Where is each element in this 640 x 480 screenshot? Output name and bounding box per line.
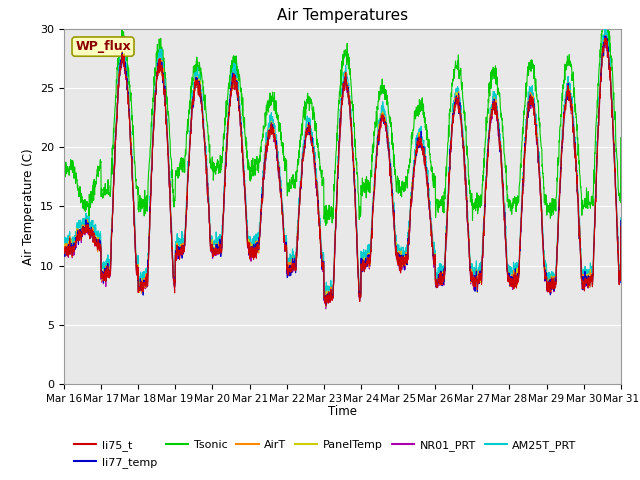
NR01_PRT (601, 35, 609, 40)
NR01_PRT (216, 250, 223, 256)
AirT (371, 179, 379, 184)
Line: AirT: AirT (64, 36, 621, 303)
Line: li77_temp: li77_temp (64, 36, 621, 306)
Tsonic (568, 68, 575, 73)
PanelTemp (568, 106, 575, 112)
li75_t (602, 36, 609, 41)
Tsonic (322, 223, 330, 228)
Tsonic (617, 134, 625, 140)
PanelTemp (617, 224, 625, 230)
Tsonic (504, 204, 512, 210)
li77_temp (216, 249, 223, 254)
li77_temp (60, 252, 68, 258)
AM25T_PRT (584, 269, 591, 275)
li75_t (60, 249, 68, 255)
NR01_PRT (322, 306, 330, 312)
li75_t (216, 247, 223, 253)
NR01_PRT (617, 226, 625, 231)
NR01_PRT (504, 272, 512, 277)
AM25T_PRT (321, 292, 328, 298)
li75_t (504, 274, 512, 279)
Tsonic (601, 8, 609, 13)
NR01_PRT (60, 251, 68, 256)
Line: NR01_PRT: NR01_PRT (64, 37, 621, 309)
li75_t (617, 224, 625, 229)
AM25T_PRT (504, 262, 512, 268)
PanelTemp (322, 303, 330, 309)
AirT (324, 300, 332, 306)
PanelTemp (504, 271, 512, 276)
Legend: li75_t, li77_temp, Tsonic, AirT, PanelTemp, NR01_PRT, AM25T_PRT: li75_t, li77_temp, Tsonic, AirT, PanelTe… (70, 436, 581, 472)
Tsonic (359, 185, 367, 191)
Tsonic (371, 126, 379, 132)
AirT (602, 33, 610, 38)
li77_temp (322, 303, 330, 309)
li77_temp (601, 33, 609, 39)
PanelTemp (60, 251, 68, 257)
Tsonic (60, 167, 68, 173)
AirT (504, 271, 512, 277)
li77_temp (359, 269, 367, 275)
X-axis label: Time: Time (328, 405, 357, 418)
AM25T_PRT (60, 240, 68, 246)
PanelTemp (602, 33, 610, 38)
PanelTemp (584, 272, 591, 278)
li77_temp (371, 178, 379, 183)
AirT (216, 245, 223, 251)
AM25T_PRT (359, 260, 367, 265)
Tsonic (584, 199, 591, 205)
li77_temp (504, 271, 512, 277)
AM25T_PRT (617, 215, 625, 221)
Line: PanelTemp: PanelTemp (64, 36, 621, 306)
AirT (584, 273, 591, 279)
NR01_PRT (584, 277, 591, 283)
Tsonic (216, 163, 223, 169)
AM25T_PRT (568, 99, 575, 105)
Line: li75_t: li75_t (64, 38, 621, 306)
Text: WP_flux: WP_flux (75, 40, 131, 53)
AirT (359, 267, 367, 273)
PanelTemp (216, 247, 223, 252)
li77_temp (617, 218, 625, 224)
AirT (617, 220, 625, 226)
li77_temp (568, 105, 575, 110)
AirT (568, 109, 575, 115)
AM25T_PRT (371, 166, 379, 171)
Title: Air Temperatures: Air Temperatures (277, 9, 408, 24)
PanelTemp (371, 177, 379, 182)
Line: Tsonic: Tsonic (64, 11, 621, 226)
NR01_PRT (371, 180, 379, 185)
Y-axis label: Air Temperature (C): Air Temperature (C) (22, 148, 35, 264)
AM25T_PRT (216, 247, 223, 253)
AirT (60, 249, 68, 255)
NR01_PRT (568, 107, 575, 113)
li77_temp (584, 277, 591, 283)
li75_t (359, 268, 367, 274)
li75_t (568, 108, 575, 114)
NR01_PRT (359, 268, 367, 274)
AM25T_PRT (601, 23, 609, 29)
Line: AM25T_PRT: AM25T_PRT (64, 26, 621, 295)
li75_t (584, 278, 591, 284)
li75_t (371, 178, 379, 183)
PanelTemp (359, 265, 367, 271)
li75_t (322, 303, 330, 309)
